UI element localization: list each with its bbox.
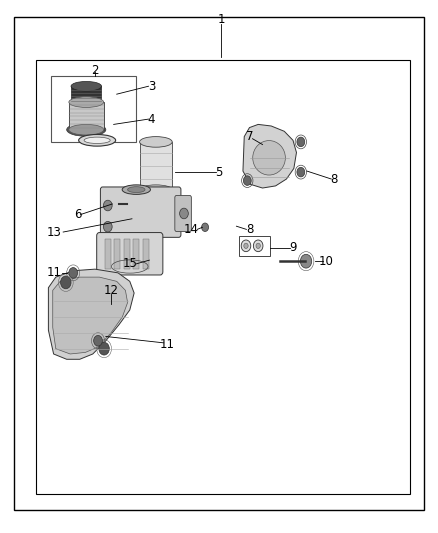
Circle shape [256, 243, 260, 248]
Text: 4: 4 [148, 112, 155, 126]
Text: 12: 12 [103, 284, 119, 297]
Circle shape [201, 223, 208, 231]
Text: 11: 11 [47, 266, 62, 279]
Polygon shape [243, 124, 297, 188]
Circle shape [180, 208, 188, 219]
Polygon shape [53, 277, 127, 354]
Text: 5: 5 [215, 166, 223, 179]
Bar [71, 86, 102, 102]
Bar [105, 239, 111, 269]
Text: 8: 8 [331, 173, 338, 185]
Circle shape [111, 199, 120, 209]
Bar [133, 239, 139, 269]
Circle shape [300, 254, 312, 268]
Text: 8: 8 [246, 223, 253, 236]
Circle shape [60, 276, 71, 289]
Text: 1: 1 [217, 13, 225, 27]
Ellipse shape [122, 185, 150, 195]
Circle shape [103, 221, 112, 232]
Circle shape [99, 342, 110, 355]
Ellipse shape [140, 136, 172, 147]
Bar [239, 236, 270, 256]
Bar [114, 239, 120, 269]
Polygon shape [48, 269, 134, 359]
Bar [143, 239, 149, 269]
Bar [51, 76, 136, 142]
Circle shape [244, 243, 248, 248]
FancyBboxPatch shape [175, 196, 191, 231]
Ellipse shape [79, 134, 116, 146]
Text: 14: 14 [183, 223, 198, 236]
Ellipse shape [140, 185, 172, 195]
Ellipse shape [253, 141, 286, 175]
Circle shape [297, 167, 305, 177]
Circle shape [69, 268, 78, 278]
Circle shape [297, 137, 305, 147]
Text: 13: 13 [47, 225, 62, 239]
Text: 7: 7 [246, 130, 253, 143]
Ellipse shape [71, 98, 102, 107]
Bar [69, 102, 104, 130]
Bar [140, 142, 172, 190]
Bar [36, 60, 410, 495]
Text: 6: 6 [74, 208, 81, 221]
FancyBboxPatch shape [97, 232, 163, 275]
Circle shape [253, 240, 263, 252]
Text: 15: 15 [122, 257, 137, 270]
Text: 3: 3 [148, 80, 155, 93]
Text: 11: 11 [159, 338, 174, 351]
Ellipse shape [127, 187, 145, 192]
Ellipse shape [69, 97, 104, 108]
Ellipse shape [84, 137, 110, 143]
Circle shape [94, 335, 102, 346]
Text: 2: 2 [91, 64, 99, 77]
Text: 9: 9 [289, 241, 297, 254]
Circle shape [244, 176, 251, 185]
Ellipse shape [69, 124, 104, 135]
Circle shape [241, 240, 251, 252]
Ellipse shape [67, 123, 106, 136]
Ellipse shape [71, 82, 102, 91]
Text: 10: 10 [318, 255, 333, 268]
Circle shape [103, 200, 112, 211]
Bar [124, 239, 130, 269]
FancyBboxPatch shape [100, 187, 181, 237]
